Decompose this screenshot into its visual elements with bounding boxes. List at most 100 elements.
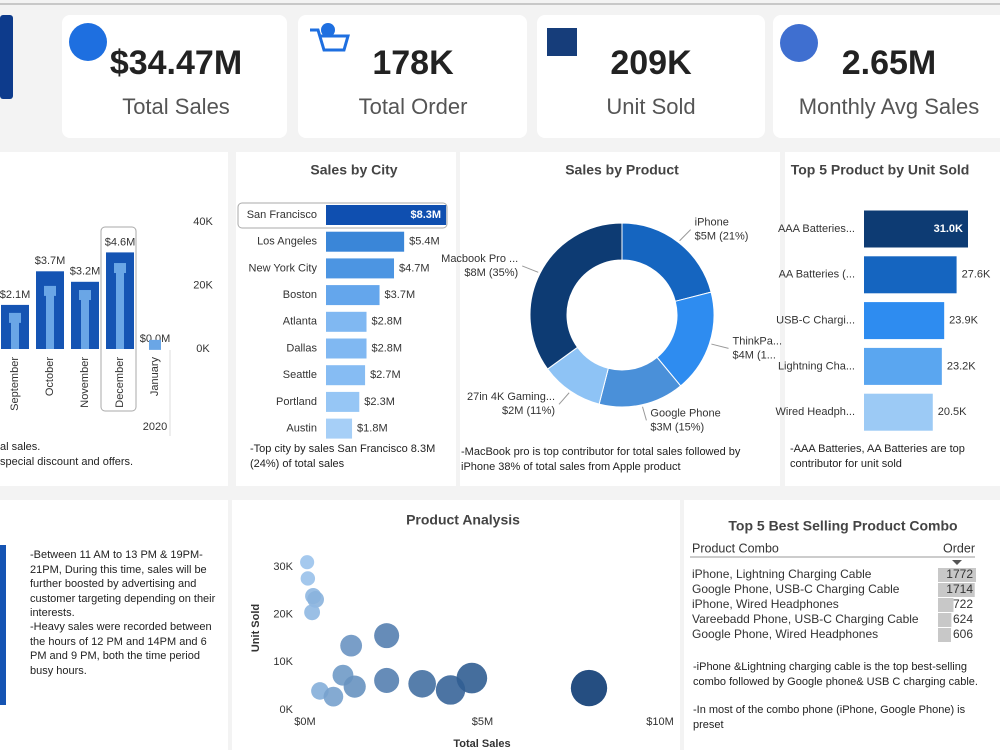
kpi-label: Unit Sold xyxy=(606,94,695,119)
slice-value: $2M (11%) xyxy=(502,405,555,417)
y-tick-label: 20K xyxy=(273,609,293,621)
panel xyxy=(460,152,780,486)
value-label: $5.4M xyxy=(409,236,440,248)
kpi-value: $34.47M xyxy=(110,44,242,82)
slice-value: $5M (21%) xyxy=(695,231,749,243)
value-label: 31.0K xyxy=(934,223,963,235)
bar xyxy=(326,418,353,439)
y-tick-label: New York City xyxy=(249,262,318,274)
panel xyxy=(232,500,680,750)
point xyxy=(570,669,608,707)
point xyxy=(343,675,366,698)
data-bar xyxy=(938,598,954,612)
y-tick-label: 10K xyxy=(273,656,293,668)
data-bar xyxy=(938,583,975,597)
x-tick-label: December xyxy=(114,357,126,408)
kpi-icon xyxy=(69,23,107,61)
table-header: Product Combo xyxy=(692,541,779,555)
highlight-box xyxy=(237,202,448,229)
chart-title: Sales by Product xyxy=(565,162,679,178)
value-label: $2.8M xyxy=(372,342,403,354)
y-tick-label: 0K xyxy=(280,704,294,716)
pie-slice xyxy=(529,222,623,370)
value-label: $2.3M xyxy=(364,396,395,408)
bar xyxy=(864,393,933,431)
x-tick-label: September xyxy=(9,357,21,411)
bar xyxy=(326,205,447,225)
chart-title: Sales by City xyxy=(310,162,397,178)
kpi-value: 2.65M xyxy=(842,44,937,82)
y-tick-label: Dallas xyxy=(286,342,317,354)
point xyxy=(307,591,325,608)
y-tick-label: AA Batteries (... xyxy=(779,269,855,281)
value-label: $4.7M xyxy=(399,262,430,274)
bar xyxy=(864,347,942,385)
value-label: $8.3M xyxy=(411,209,442,221)
bar xyxy=(116,268,124,349)
note: -Top city by sales San Francisco 8.3M (2… xyxy=(250,443,436,470)
kpi-card xyxy=(62,15,287,138)
slice-label: Google Phone xyxy=(650,407,720,419)
point xyxy=(456,662,488,694)
leader-line xyxy=(558,392,570,405)
note: -AAA Batteries, AA Batteries are top con… xyxy=(790,443,965,470)
bar xyxy=(326,231,405,252)
table-cell: Google Phone, USB-C Charging Cable xyxy=(692,582,900,596)
value-label: $2.8M xyxy=(372,316,403,328)
slice-value: $3M (15%) xyxy=(650,421,704,433)
value-label: $3.7M xyxy=(385,289,416,301)
x-axis-label: Total Sales xyxy=(453,738,510,750)
bar-marker xyxy=(44,285,56,296)
y-tick-label: USB-C Chargi... xyxy=(776,315,855,327)
y-tick-label: Lightning Cha... xyxy=(778,360,855,372)
x-tick-label: $0M xyxy=(294,716,315,728)
bar xyxy=(864,302,945,340)
kpi-icon xyxy=(547,28,577,56)
bar-marker xyxy=(114,263,126,274)
table-cell: 624 xyxy=(953,612,973,626)
y2-tick-label: 20K xyxy=(193,279,213,291)
bar xyxy=(864,210,968,248)
data-bar xyxy=(938,568,976,582)
bar xyxy=(46,290,54,349)
table-cell: 1714 xyxy=(946,582,973,596)
y-tick-label: AAA Batteries... xyxy=(778,223,855,235)
data-bar xyxy=(938,628,951,642)
y-tick-label: Boston xyxy=(283,289,317,301)
kpi-icon xyxy=(780,24,818,62)
value-label: $2.7M xyxy=(370,369,401,381)
sort-icon xyxy=(952,560,962,565)
bar xyxy=(326,391,360,412)
slice-value: $8M (35%) xyxy=(464,267,518,279)
kpi-card xyxy=(537,15,765,138)
value-label: $1.8M xyxy=(357,423,388,435)
y2-tick-label: 40K xyxy=(193,216,213,228)
table-cell: Google Phone, Wired Headphones xyxy=(692,627,878,641)
value-label: 20.5K xyxy=(938,406,967,418)
note: -Between 11 AM to 13 PM & 19PM-21PM, Dur… xyxy=(30,549,216,619)
table-cell: iPhone, Lightning Charging Cable xyxy=(692,567,872,581)
panel xyxy=(0,500,228,750)
point xyxy=(300,571,316,586)
x-tick-label: January xyxy=(149,357,161,397)
kpi-card xyxy=(773,15,1000,138)
bar xyxy=(326,365,366,386)
y2-tick-label: 0K xyxy=(196,343,210,355)
table-cell: iPhone, Wired Headphones xyxy=(692,597,839,611)
y-tick-label: 30K xyxy=(273,561,293,573)
note: -MacBook pro is top contributor for tota… xyxy=(461,446,741,473)
leader-line xyxy=(522,265,539,273)
value-label: 23.2K xyxy=(947,360,976,372)
highlight-box xyxy=(100,226,137,412)
point xyxy=(408,669,436,698)
leader-line xyxy=(679,229,692,242)
bar-marker xyxy=(9,312,21,323)
table-cell: Vareebadd Phone, USB-C Charging Cable xyxy=(692,612,919,626)
table-cell: 722 xyxy=(953,597,973,611)
leader-line xyxy=(711,343,729,349)
y-tick-label: Seattle xyxy=(283,369,317,381)
point xyxy=(304,604,321,621)
table-header: Order xyxy=(943,541,975,555)
bar-marker xyxy=(149,339,161,350)
